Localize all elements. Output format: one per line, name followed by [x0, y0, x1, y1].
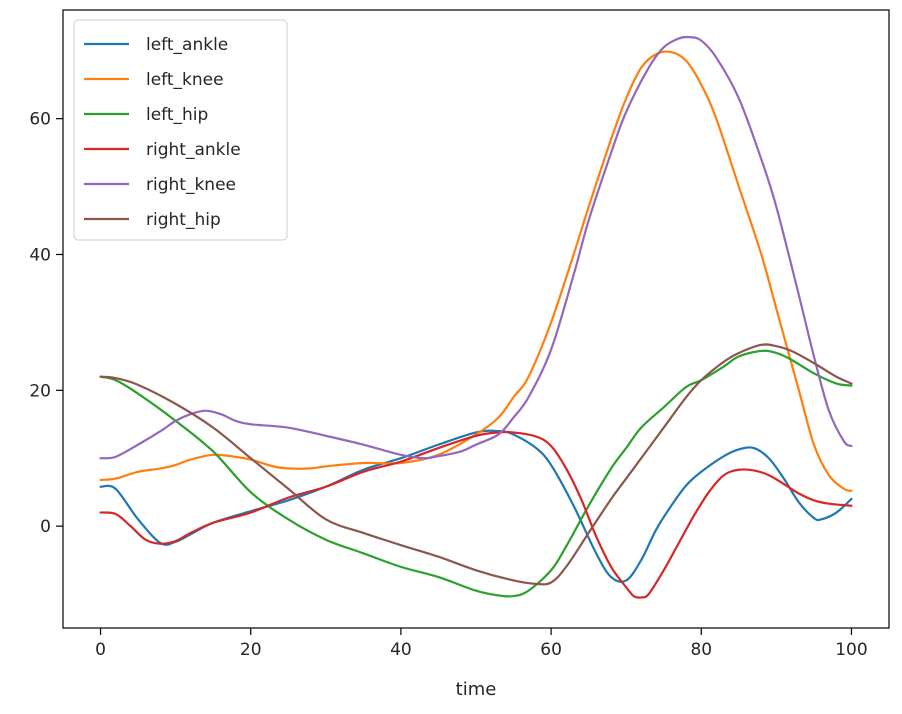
plot-frame — [62, 9, 890, 629]
y-tick-label: 40 — [29, 245, 51, 265]
series-line-right-hip — [99, 343, 853, 586]
series-line-left-hip — [99, 349, 853, 598]
legend-label-right-knee: right_knee — [146, 175, 236, 195]
legend-label-right-ankle: right_ankle — [146, 140, 241, 160]
legend-label-left-hip: left_hip — [146, 105, 208, 125]
y-tick-label: 20 — [29, 381, 51, 401]
x-tick-label: 80 — [690, 640, 712, 660]
x-axis-label: time — [456, 679, 497, 700]
legend-label-left-ankle: left_ankle — [146, 35, 228, 55]
y-axis-ticks: 0 20 40 60 — [29, 110, 63, 537]
x-tick-label: 20 — [240, 640, 262, 660]
x-tick-label: 0 — [95, 640, 106, 660]
series-line-left-knee — [99, 50, 853, 492]
legend-label-left-knee: left_knee — [146, 70, 224, 90]
x-axis-ticks: 0 20 40 60 80 100 — [95, 628, 868, 660]
legend-label-right-hip: right_hip — [146, 210, 221, 230]
x-tick-label: 40 — [390, 640, 412, 660]
series-line-right-ankle — [99, 430, 853, 599]
plot-lines — [99, 35, 853, 599]
legend: left_ankle left_knee left_hip right_ankleri… — [73, 19, 288, 241]
series-line-right-knee — [99, 35, 853, 460]
x-tick-label: 100 — [835, 640, 867, 660]
y-tick-label: 0 — [40, 517, 51, 537]
x-tick-label: 60 — [540, 640, 562, 660]
y-tick-label: 60 — [29, 110, 51, 130]
